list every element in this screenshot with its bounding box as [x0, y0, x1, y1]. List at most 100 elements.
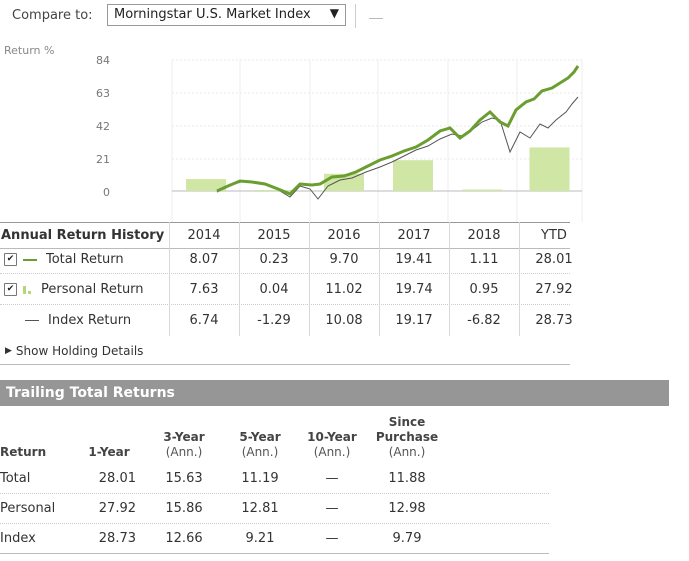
table-cell: 28.73 [98, 530, 136, 546]
year-header: 2015 [257, 228, 291, 243]
trailing-returns-header: Trailing Total Returns [0, 380, 669, 406]
table-cell: 12.98 [388, 500, 426, 516]
table-cell: 0.04 [259, 281, 289, 297]
personal-return-label-group: ✔ Personal Return [0, 274, 144, 304]
annual-return-bar [255, 190, 295, 191]
table-cell: — [325, 470, 339, 486]
table-cell: 28.01 [98, 470, 136, 486]
show-holding-details-toggle[interactable]: ▶ Show Holding Details [0, 338, 570, 365]
one-year-header: 1-Year [88, 445, 130, 459]
y-tick: 0 [103, 186, 110, 199]
table-cell: 28.73 [535, 312, 573, 328]
table-cell: 9.79 [392, 530, 422, 546]
year-header: 2018 [467, 228, 501, 243]
return-chart: 84 63 42 21 0 [96, 54, 583, 222]
total-return-legend-icon [23, 258, 37, 261]
table-cell: 28.01 [535, 252, 573, 267]
toolbar-extra-icon[interactable] [369, 6, 383, 19]
table-cell: -1.29 [257, 312, 291, 328]
table-cell: 9.70 [329, 252, 359, 267]
table-cell: 19.17 [395, 312, 433, 328]
chart-y-ticks: 84 63 42 21 0 [96, 54, 110, 199]
table-cell: 9.21 [245, 530, 275, 546]
annual-table-header: Annual Return History 2014 2015 2016 201… [0, 222, 570, 249]
table-cell: 10.08 [325, 312, 363, 328]
ten-year-label: 10-Year [307, 430, 357, 444]
annual-return-bar [462, 189, 503, 191]
table-cell: 0.23 [259, 252, 289, 267]
table-cell: 7.63 [189, 281, 219, 297]
five-year-label: 5-Year [239, 430, 281, 444]
total-return-checkbox[interactable]: ✔ [4, 253, 17, 266]
three-year-header: 3-Year (Ann.) [154, 430, 214, 460]
five-year-header: 5-Year (Ann.) [230, 430, 290, 460]
ten-year-header: 10-Year (Ann.) [300, 430, 364, 460]
table-cell: 11.19 [241, 470, 279, 486]
column-divider [519, 222, 520, 336]
bar-legend-icon [23, 284, 31, 294]
y-tick: 84 [96, 54, 110, 67]
index-return-label: Index Return [48, 312, 132, 328]
column-divider [309, 222, 310, 336]
table-cell: — [325, 530, 339, 546]
index-return-label-group: Index Return [0, 305, 131, 335]
annual-table-title: Annual Return History [1, 228, 165, 243]
total-return-label: Total Return [46, 252, 124, 267]
table-cell: 12.66 [165, 530, 203, 546]
table-cell: 27.92 [535, 281, 573, 297]
total-return-line [216, 65, 580, 196]
table-cell: 15.86 [165, 500, 203, 516]
table-cell: 11.88 [388, 470, 426, 486]
expand-triangle-icon: ▶ [5, 346, 12, 356]
y-tick: 42 [96, 120, 110, 133]
table-cell: 1.11 [469, 252, 499, 267]
compare-selected-value: Morningstar U.S. Market Index [114, 7, 311, 22]
total-return-label-group: ✔ Total Return [0, 246, 124, 273]
index-return-row: Index Return 6.74 -1.29 10.08 19.17 -6.8… [0, 305, 573, 335]
personal-return-label: Personal Return [41, 281, 144, 297]
chart-y-axis-label: Return % [4, 44, 55, 57]
column-divider [169, 222, 170, 336]
personal-return-checkbox[interactable]: ✔ [4, 282, 17, 296]
dropdown-arrow-icon: ▼ [329, 6, 339, 20]
column-divider [449, 222, 450, 336]
y-tick: 63 [96, 87, 110, 100]
show-holding-details-label: Show Holding Details [15, 344, 144, 358]
table-cell: 12.81 [241, 500, 279, 516]
year-header: 2016 [327, 228, 361, 243]
five-year-ann: (Ann.) [241, 445, 279, 459]
table-cell: -6.82 [467, 312, 501, 328]
y-tick: 21 [96, 153, 110, 166]
table-cell: 15.63 [165, 470, 203, 486]
year-header: YTD [541, 228, 567, 243]
total-return-row: ✔ Total Return 8.07 0.23 9.70 19.41 1.11… [0, 246, 573, 274]
trailing-row-total: Total 28.01 15.63 11.19 — 11.88 [0, 463, 549, 494]
three-year-ann: (Ann.) [165, 445, 203, 459]
compare-index-select[interactable]: Morningstar U.S. Market Index ▼ [107, 4, 346, 26]
purchase-label: Purchase [375, 430, 439, 444]
year-header: 2017 [397, 228, 431, 243]
since-label: Since [388, 415, 426, 429]
trailing-row-label: Total [0, 470, 31, 486]
table-cell: 8.07 [189, 252, 219, 267]
table-cell: 19.41 [395, 252, 433, 267]
year-header: 2014 [187, 228, 221, 243]
index-return-line [216, 96, 579, 200]
table-cell: 19.74 [395, 281, 433, 297]
annual-return-bar [393, 160, 433, 191]
annual-return-bar [529, 147, 570, 191]
table-cell: — [325, 500, 339, 516]
return-column-header: Return [0, 445, 47, 459]
table-cell: 6.74 [189, 312, 219, 328]
trailing-row-index: Index 28.73 12.66 9.21 — 9.79 [0, 523, 549, 554]
table-cell: 0.95 [469, 281, 499, 297]
annual-return-bars [186, 147, 570, 191]
three-year-label: 3-Year [163, 430, 205, 444]
trailing-row-label: Index [0, 530, 36, 546]
trailing-row-personal: Personal 27.92 15.86 12.81 — 12.98 [0, 493, 549, 524]
compare-label: Compare to: [12, 8, 93, 23]
table-cell: 27.92 [98, 500, 136, 516]
index-return-legend-icon [25, 319, 39, 321]
chart-gridlines [171, 59, 583, 222]
toolbar-divider [355, 4, 356, 28]
